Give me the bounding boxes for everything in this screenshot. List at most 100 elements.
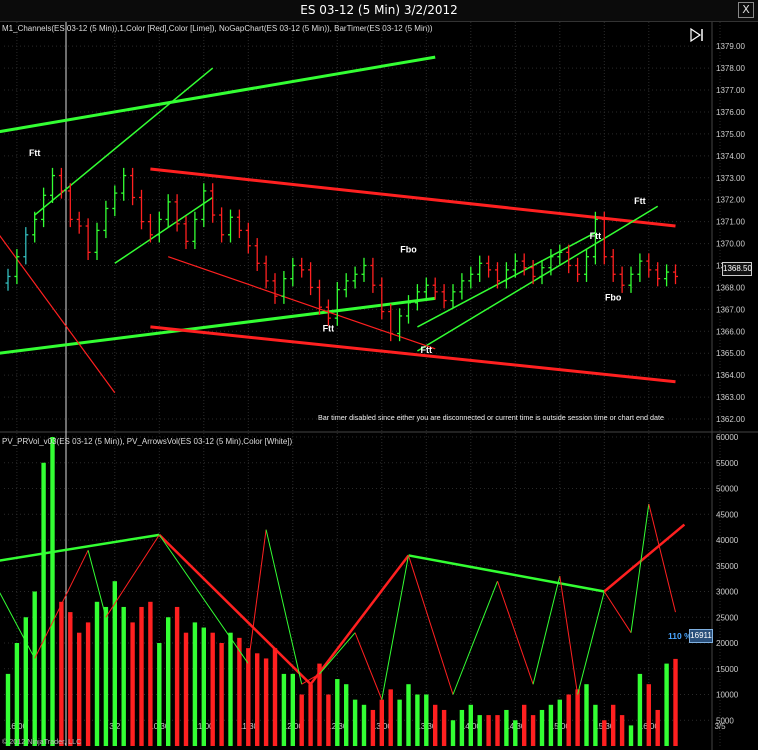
volume-bar: [130, 622, 135, 746]
volume-bar: [361, 704, 367, 746]
volume-bar: [504, 709, 509, 746]
volume-bar: [85, 622, 91, 746]
volume-bar: [201, 627, 206, 746]
volume-zigzag-line: [577, 591, 605, 695]
volume-bar: [148, 601, 153, 746]
volume-trend-line: [408, 554, 605, 593]
volume-bar: [495, 715, 500, 746]
volume-tick-label: 5000: [716, 716, 734, 725]
volume-zigzag-line: [265, 529, 303, 685]
channel-line: [0, 235, 116, 394]
volume-bar: [23, 617, 28, 746]
volume-bar: [174, 606, 180, 746]
price-tick-label: 1374.00: [716, 152, 745, 161]
volume-zigzag-line: [408, 555, 454, 695]
volume-bar: [77, 632, 82, 746]
volume-trend-line: [0, 533, 160, 562]
volume-zigzag-line: [319, 632, 356, 675]
price-tick-label: 1372.00: [716, 196, 745, 205]
volume-bar: [68, 612, 73, 746]
volume-bar: [450, 720, 456, 746]
volume-bar: [655, 709, 660, 746]
volume-bar: [121, 606, 126, 746]
price-tick-label: 1375.00: [716, 130, 745, 139]
volume-trend-line: [309, 554, 410, 685]
volume-bar: [263, 658, 269, 746]
close-icon[interactable]: X: [738, 2, 754, 18]
volume-bar: [317, 663, 322, 746]
volume-zigzag-line: [105, 534, 160, 618]
volume-bar: [50, 437, 55, 746]
volume-zigzag-line: [630, 503, 650, 633]
volume-bar: [397, 699, 402, 746]
volume-zigzag-line: [648, 503, 676, 613]
price-tick-label: 1378.00: [716, 64, 745, 73]
volume-tick-label: 60000: [716, 433, 739, 442]
volume-zigzag-line: [497, 581, 534, 685]
play-bar-icon[interactable]: [689, 27, 705, 43]
volume-percent-label: 110 % [ 16: [668, 631, 709, 641]
price-tick-label: 1377.00: [716, 86, 745, 95]
volume-bar: [593, 704, 598, 746]
volume-bar: [210, 632, 215, 746]
signal-label: Ftt: [29, 148, 41, 158]
volume-bar: [157, 643, 162, 746]
volume-tick-label: 40000: [716, 536, 739, 545]
volume-bar: [192, 622, 198, 746]
volume-bar: [459, 709, 465, 746]
volume-tick-label: 25000: [716, 613, 739, 622]
volume-bar: [673, 658, 678, 746]
volume-bar: [228, 632, 233, 746]
bottom-panel-indicator-label: PV_PRVol_v03(ES 03-12 (5 Min)), PV_Arrow…: [2, 437, 293, 446]
copyright-text: © 2012 NinjaTrader, LLC: [2, 737, 82, 746]
volume-bar: [513, 720, 518, 746]
volume-bar: [139, 606, 144, 746]
volume-tick-label: 45000: [716, 510, 739, 519]
channel-line: [150, 167, 676, 228]
volume-bar: [406, 684, 411, 746]
volume-bar: [41, 462, 46, 746]
volume-bar: [281, 673, 287, 746]
volume-bar: [326, 694, 331, 746]
volume-bar: [246, 648, 251, 746]
channel-line: [0, 296, 436, 355]
price-tick-label: 1362.00: [716, 415, 745, 424]
volume-tick-label: 55000: [716, 459, 739, 468]
volume-zigzag-line: [603, 591, 632, 633]
volume-bar: [299, 694, 304, 746]
volume-zigzag-line: [381, 555, 409, 700]
volume-bar: [611, 704, 616, 746]
time-tick-label: 3/5: [714, 722, 726, 731]
price-tick-label: 1366.00: [716, 327, 745, 336]
top-panel-indicator-label: M1_Channels(ES 03-12 (5 Min)),1,Color [R…: [2, 24, 433, 33]
volume-bar: [32, 591, 37, 746]
bar-timer-message: Bar timer disabled since either you are …: [318, 413, 664, 422]
volume-bar: [59, 601, 64, 746]
volume-bar: [103, 606, 109, 746]
last-price-marker: 1368.50: [722, 262, 752, 276]
volume-bar: [112, 581, 117, 746]
price-tick-label: 1370.00: [716, 240, 745, 249]
current-volume-marker: 16911: [689, 629, 713, 643]
volume-bar: [5, 673, 11, 746]
volume-bar: [388, 689, 393, 746]
volume-zigzag-line: [247, 529, 267, 664]
signal-label: Ftt: [634, 196, 646, 206]
price-tick-label: 1368.00: [716, 283, 745, 292]
channel-line: [417, 205, 659, 352]
volume-bar: [486, 715, 491, 746]
price-tick-label: 1364.00: [716, 371, 745, 380]
volume-bar: [94, 601, 100, 746]
volume-trend-line: [158, 533, 312, 686]
volume-tick-label: 15000: [716, 665, 739, 674]
volume-tick-label: 20000: [716, 639, 739, 648]
volume-tick-label: 30000: [716, 588, 739, 597]
volume-bar: [628, 725, 634, 746]
volume-bar: [530, 715, 536, 746]
volume-zigzag-line: [158, 534, 249, 664]
price-tick-label: 1365.00: [716, 349, 745, 358]
volume-bar: [646, 684, 651, 746]
volume-bar: [183, 632, 189, 746]
volume-bar: [522, 704, 527, 746]
price-tick-label: 1363.00: [716, 393, 745, 402]
